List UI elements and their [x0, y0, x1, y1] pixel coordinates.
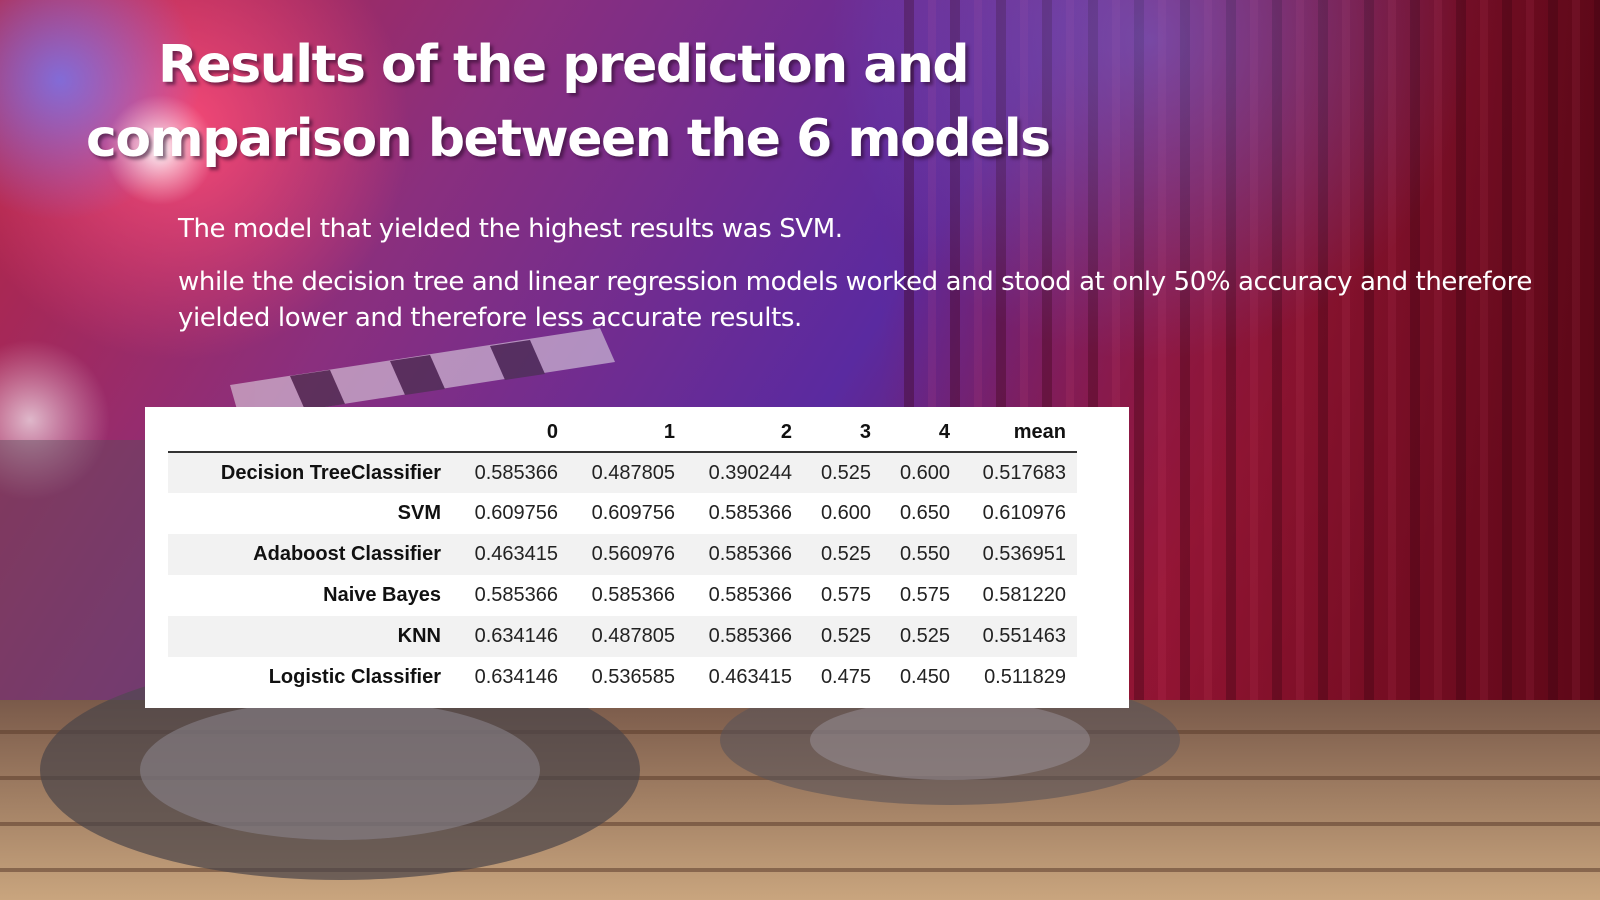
- table-cell: 0.525: [820, 625, 871, 647]
- table-cell: 0.585366: [708, 625, 792, 647]
- table-cell: 0.551463: [982, 625, 1066, 647]
- table-cell: 0.610976: [982, 502, 1066, 524]
- table-cell: 0.585366: [708, 584, 792, 606]
- table-header-row: 0 1 2 3 4 mean: [168, 414, 1077, 453]
- table-row: Logistic Classifier 0.634146 0.536585 0.463…: [168, 657, 1077, 698]
- table-cell: 0.536585: [591, 666, 675, 688]
- table-cell: 0.517683: [982, 461, 1066, 484]
- table-cell: 0.463415: [708, 666, 792, 688]
- table-cell: 0.575: [820, 584, 871, 606]
- table-cell: 0.600: [820, 502, 871, 524]
- table-cell: 0.600: [899, 461, 950, 484]
- table-cell: 0.475: [820, 666, 871, 688]
- table-cell: 0.550: [899, 543, 950, 565]
- table-cell: 0.390244: [708, 461, 792, 484]
- table-cell: 0.525: [820, 461, 871, 484]
- table-cell: 0.634146: [474, 666, 558, 688]
- row-label: Decision TreeClassifier: [220, 461, 441, 484]
- table-row: SVM 0.609756 0.609756 0.585366 0.600 0.650 0.6…: [168, 493, 1077, 534]
- column-header: 0: [452, 414, 569, 453]
- table-cell: 0.536951: [982, 543, 1066, 565]
- table-cell: 0.650: [899, 502, 950, 524]
- summary-paragraph-1: The model that yielded the highest resul…: [178, 214, 843, 244]
- column-header: 2: [686, 414, 803, 453]
- table-row: Naive Bayes 0.585366 0.585366 0.585366 0.575…: [168, 575, 1077, 616]
- table-cell: 0.525: [820, 543, 871, 565]
- table-cell: 0.585366: [474, 584, 558, 606]
- column-header: 4: [882, 414, 961, 453]
- slide-title: Results of the prediction and comparison…: [86, 28, 1086, 176]
- table-cell: 0.450: [899, 666, 950, 688]
- summary-paragraph-2: while the decision tree and linear regre…: [178, 267, 1532, 333]
- slide-title-line-1: Results of the prediction and: [158, 35, 970, 95]
- slide-title-line-2: comparison between the 6 models: [86, 109, 1051, 169]
- column-header: mean: [961, 414, 1077, 453]
- table-cell: 0.463415: [474, 543, 558, 565]
- table-cell: 0.487805: [591, 461, 675, 484]
- table-body: Decision TreeClassifier 0.585366 0.487805 0…: [168, 452, 1077, 698]
- column-header: 3: [803, 414, 882, 453]
- row-label: Logistic Classifier: [268, 666, 441, 688]
- table-cell: 0.511829: [984, 666, 1066, 688]
- row-label: SVM: [397, 502, 441, 524]
- table-cell: 0.585366: [708, 502, 792, 524]
- row-label: Adaboost Classifier: [253, 543, 441, 565]
- table-cell: 0.581220: [982, 584, 1066, 606]
- column-header: 1: [569, 414, 686, 453]
- table-row: Decision TreeClassifier 0.585366 0.487805 0…: [168, 452, 1077, 493]
- table-cell: 0.609756: [591, 502, 675, 524]
- table-cell: 0.487805: [591, 625, 675, 647]
- row-label: KNN: [397, 625, 441, 647]
- table-cell: 0.585366: [708, 543, 792, 565]
- table-row: Adaboost Classifier 0.463415 0.560976 0.585…: [168, 534, 1077, 575]
- table-cell: 0.575: [899, 584, 950, 606]
- table-header: 0 1 2 3 4 mean: [168, 414, 1077, 453]
- results-table-panel: 0 1 2 3 4 mean Decision TreeClassifier 0.58536…: [145, 407, 1129, 708]
- table-cell: 0.525: [899, 625, 950, 647]
- row-label: Naive Bayes: [323, 584, 441, 606]
- table-cell: 0.560976: [591, 543, 675, 565]
- table-cell: 0.634146: [474, 625, 558, 647]
- table-cell: 0.585366: [474, 461, 558, 484]
- table-cell: 0.609756: [474, 502, 558, 524]
- column-header-index: [168, 414, 452, 453]
- table-row: KNN 0.634146 0.487805 0.585366 0.525 0.525 0.5…: [168, 616, 1077, 657]
- results-table: 0 1 2 3 4 mean Decision TreeClassifier 0.58536…: [168, 414, 1077, 698]
- table-cell: 0.585366: [591, 584, 675, 606]
